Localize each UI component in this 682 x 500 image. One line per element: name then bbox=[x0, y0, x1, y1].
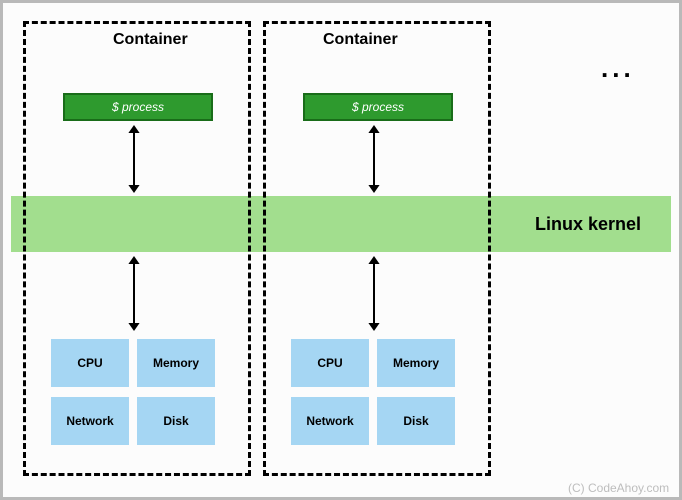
double-arrow-icon bbox=[364, 125, 384, 193]
resource-box: Network bbox=[291, 397, 369, 445]
process-box: $ process bbox=[303, 93, 453, 121]
process-label: $ process bbox=[352, 100, 404, 114]
resource-label: CPU bbox=[317, 356, 342, 370]
resource-box: Disk bbox=[377, 397, 455, 445]
ellipsis-more-containers: ... bbox=[601, 53, 635, 84]
process-label: $ process bbox=[112, 100, 164, 114]
resource-label: Network bbox=[66, 414, 113, 428]
double-arrow-icon bbox=[364, 256, 384, 331]
linux-kernel-label: Linux kernel bbox=[535, 214, 641, 235]
resource-label: Disk bbox=[403, 414, 428, 428]
container-title: Container bbox=[113, 31, 188, 49]
resource-label: CPU bbox=[77, 356, 102, 370]
resource-label: Disk bbox=[163, 414, 188, 428]
process-box: $ process bbox=[63, 93, 213, 121]
double-arrow-icon bbox=[124, 256, 144, 331]
resource-label: Memory bbox=[393, 356, 439, 370]
diagram-frame: Linux kernel Container $ process CPU Memory… bbox=[0, 0, 682, 500]
resource-box: Memory bbox=[377, 339, 455, 387]
resource-box: CPU bbox=[291, 339, 369, 387]
resource-label: Memory bbox=[153, 356, 199, 370]
container-title: Container bbox=[323, 31, 398, 49]
resource-box: Disk bbox=[137, 397, 215, 445]
resource-label: Network bbox=[306, 414, 353, 428]
resource-box: Network bbox=[51, 397, 129, 445]
resource-box: Memory bbox=[137, 339, 215, 387]
double-arrow-icon bbox=[124, 125, 144, 193]
resource-box: CPU bbox=[51, 339, 129, 387]
attribution-text: (C) CodeAhoy.com bbox=[568, 481, 669, 495]
